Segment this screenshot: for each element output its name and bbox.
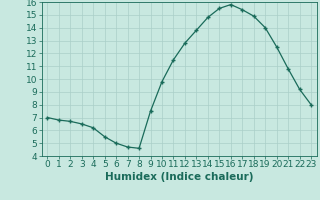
X-axis label: Humidex (Indice chaleur): Humidex (Indice chaleur) bbox=[105, 172, 253, 182]
